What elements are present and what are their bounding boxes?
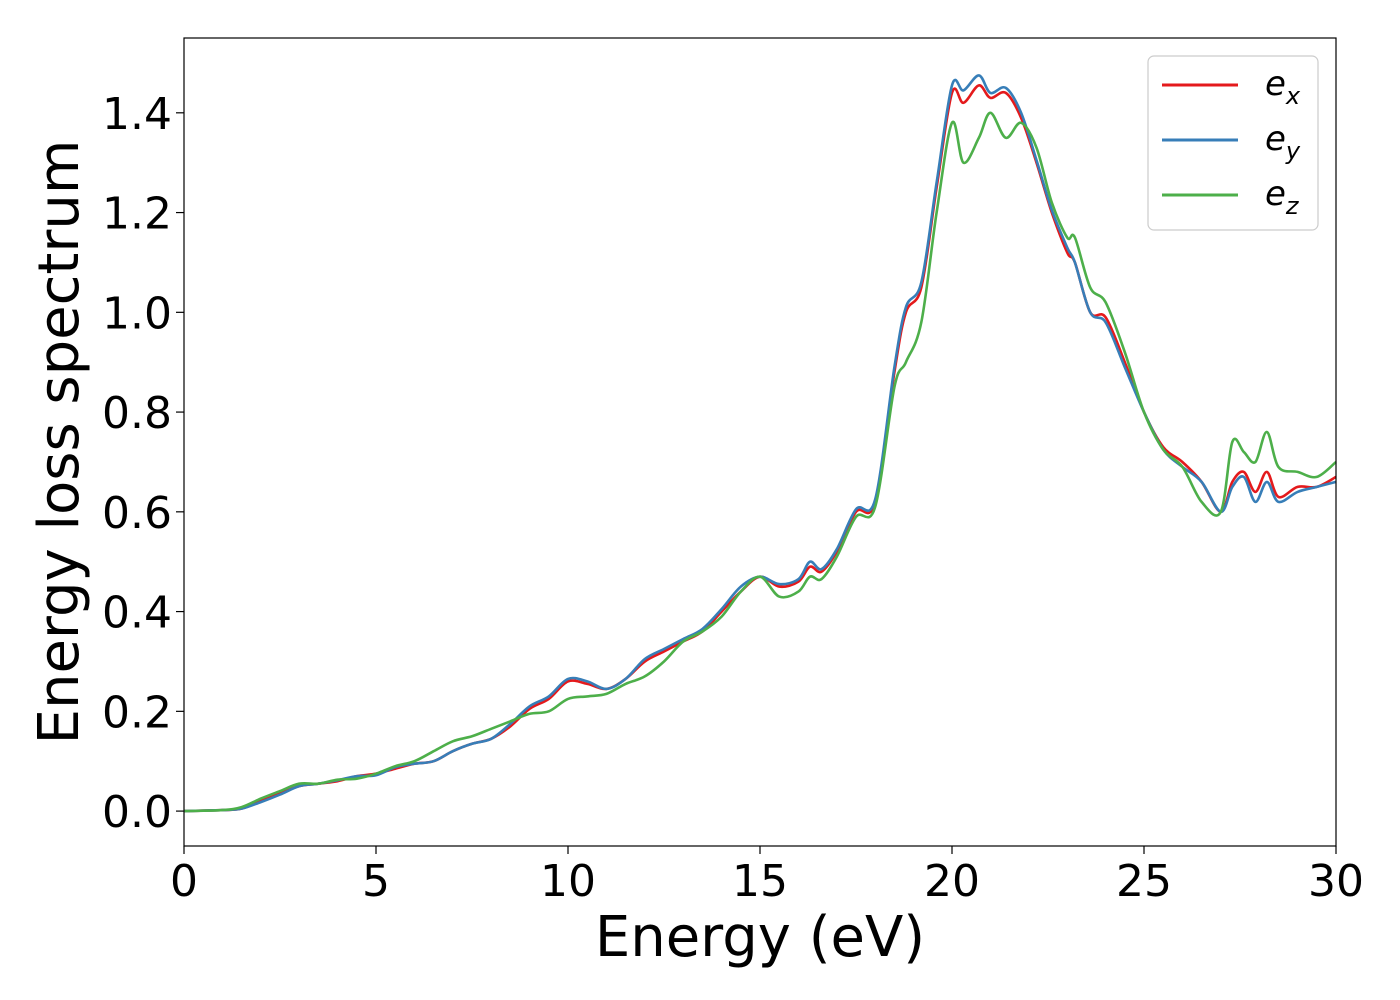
y-tick-label: 0.4 — [102, 588, 172, 639]
x-tick-label: 25 — [1116, 856, 1172, 907]
legend-label-base: e — [1265, 64, 1286, 104]
x-axis-title: Energy (eV) — [595, 905, 925, 970]
x-tick-label: 10 — [540, 856, 596, 907]
legend-box — [1147, 55, 1319, 231]
series-group — [183, 74, 1337, 813]
x-tick-label: 0 — [170, 856, 198, 907]
y-tick-label: 1.0 — [102, 288, 172, 339]
legend-label-ey: ey — [1265, 119, 1301, 165]
x-tick-label: 30 — [1308, 856, 1364, 907]
legend-label-subscript: x — [1285, 82, 1301, 110]
x-axis: 0 5 10 15 20 25 30 — [170, 846, 1364, 907]
x-tick-label: 15 — [732, 856, 788, 907]
legend-label-ex: ex — [1265, 64, 1301, 110]
y-tick-label: 0.2 — [102, 687, 172, 738]
legend-label-subscript: z — [1285, 192, 1300, 220]
y-tick-label: 0.6 — [102, 488, 172, 539]
legend-label-ez: ez — [1265, 174, 1300, 220]
y-axis: 0.0 0.2 0.4 0.6 0.8 1.0 1.2 1.4 — [102, 89, 184, 838]
plot-background — [184, 38, 1336, 846]
legend-label-subscript: y — [1285, 137, 1301, 165]
series-line-ez — [183, 111, 1337, 813]
y-tick-label: 0.8 — [102, 388, 172, 439]
x-tick-label: 5 — [362, 856, 390, 907]
y-tick-label: 1.4 — [102, 89, 172, 140]
legend-label-base: e — [1265, 174, 1286, 214]
y-axis-title: Energy loss spectrum — [27, 140, 92, 745]
x-tick-label: 20 — [924, 856, 980, 907]
y-tick-label: 0.0 — [102, 787, 172, 838]
legend-label-base: e — [1265, 119, 1286, 159]
y-tick-label: 1.2 — [102, 189, 172, 240]
